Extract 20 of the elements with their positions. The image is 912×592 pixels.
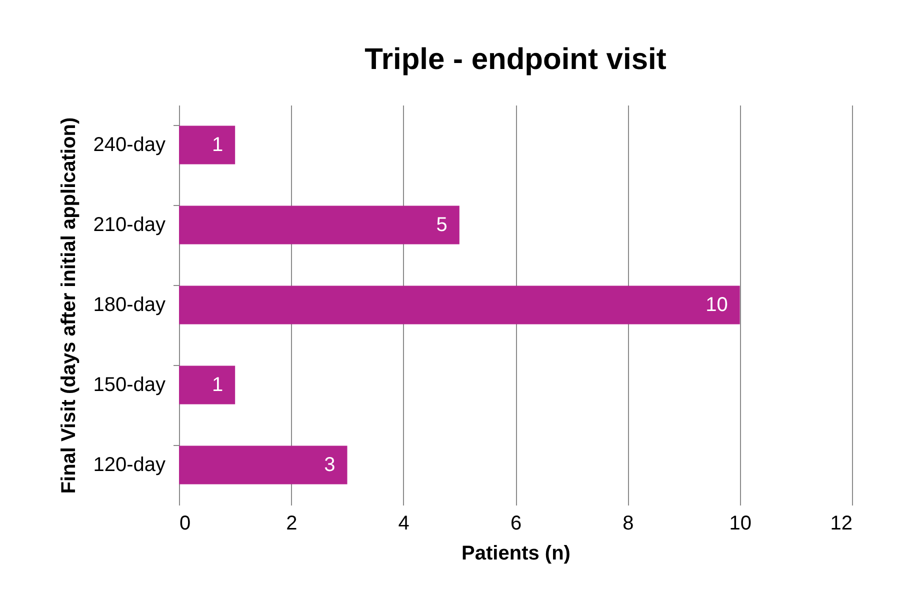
data-label: 1 (212, 134, 224, 156)
x-tick-label: 4 (398, 512, 410, 534)
data-label: 3 (324, 454, 336, 476)
y-tick-label: 180-day (93, 294, 166, 316)
y-tick-label: 150-day (93, 374, 166, 396)
y-tick-label: 210-day (93, 214, 166, 236)
data-label: 5 (436, 214, 448, 236)
x-tick-label: 0 (180, 512, 191, 534)
y-tick-label: 120-day (93, 454, 166, 476)
y-tick-label: 240-day (93, 134, 166, 156)
chart-title: Triple - endpoint visit (364, 43, 666, 76)
data-label: 10 (706, 294, 728, 316)
x-tick-label: 6 (510, 512, 522, 534)
x-tick-label: 8 (622, 512, 634, 534)
x-tick-label: 10 (729, 512, 752, 534)
x-axis-title: Patients (n) (462, 542, 570, 564)
x-tick-label: 12 (830, 512, 852, 534)
y-axis-title: Final Visit (days after initial application) (58, 117, 80, 494)
data-label: 1 (212, 374, 224, 396)
x-tick-label: 2 (286, 512, 298, 534)
